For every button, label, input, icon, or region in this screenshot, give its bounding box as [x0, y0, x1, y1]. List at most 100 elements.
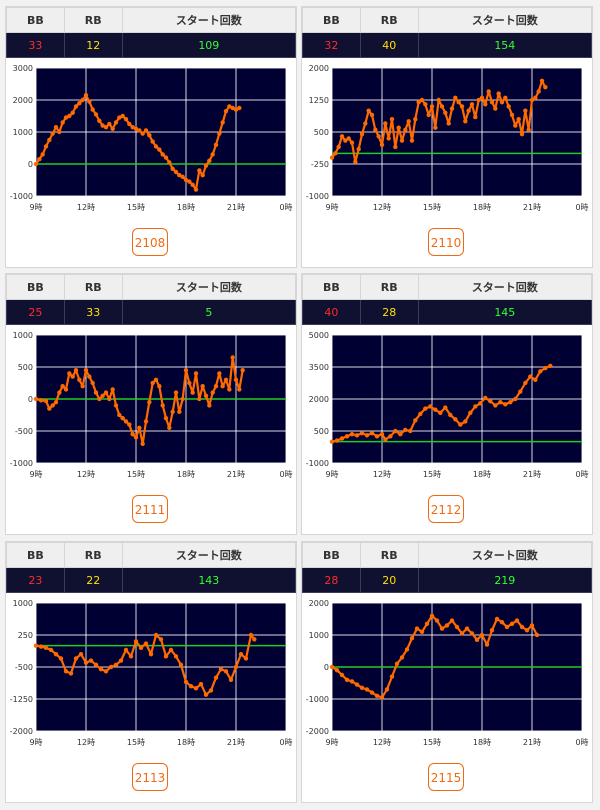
- data-point: [63, 387, 69, 392]
- data-point: [43, 645, 49, 650]
- data-point: [70, 110, 75, 115]
- machine-number-button[interactable]: 2115: [428, 763, 464, 791]
- data-point: [499, 620, 505, 625]
- data-point: [228, 677, 234, 682]
- x-tick-label: 0時: [279, 470, 292, 479]
- data-point: [128, 654, 134, 659]
- data-point: [137, 128, 142, 133]
- rb-count: 40: [359, 32, 419, 58]
- data-point: [533, 95, 538, 101]
- machine-number-button[interactable]: 2111: [132, 495, 168, 523]
- data-point: [449, 106, 455, 111]
- data-point: [233, 107, 239, 112]
- rb-header: RB: [63, 542, 123, 568]
- data-point: [376, 134, 381, 139]
- data-point: [187, 380, 192, 386]
- data-point: [160, 403, 165, 408]
- x-tick-label: 21時: [227, 738, 245, 747]
- x-tick-label: 12時: [77, 738, 95, 747]
- start-count-header: スタート回数: [417, 7, 593, 33]
- stats-table: BB RB スタート回数 32 40 154: [302, 7, 593, 58]
- data-point: [519, 131, 525, 137]
- data-point: [409, 138, 415, 143]
- data-point: [133, 435, 139, 440]
- data-point: [207, 403, 212, 408]
- data-point: [173, 390, 179, 395]
- data-point: [529, 623, 535, 628]
- data-point: [217, 131, 222, 136]
- machine-number-button[interactable]: 2108: [132, 228, 168, 256]
- y-tick-label: 1000: [13, 599, 33, 608]
- data-point: [103, 390, 109, 395]
- data-point: [173, 169, 179, 175]
- y-tick-label: -500: [15, 427, 33, 436]
- x-tick-label: 0時: [575, 470, 588, 479]
- data-point: [223, 669, 229, 674]
- data-point: [469, 631, 475, 636]
- data-point: [230, 105, 235, 111]
- data-point: [524, 628, 530, 633]
- start-count-header: スタート回数: [121, 7, 297, 33]
- data-point: [217, 371, 222, 376]
- x-tick-label: 12時: [373, 738, 391, 747]
- bb-header: BB: [6, 7, 65, 33]
- data-point: [419, 629, 425, 634]
- bb-count: 40: [302, 299, 361, 325]
- data-point: [127, 422, 132, 427]
- chart-svg: 2000 1000 0 -1000 -2000 9時 12時 15時 18時 21時 0時: [306, 599, 589, 747]
- x-tick-label: 0時: [575, 203, 588, 212]
- y-tick-label: -1000: [10, 459, 33, 468]
- x-tick-label: 21時: [523, 203, 541, 212]
- y-tick-label: 500: [314, 128, 329, 137]
- data-point: [57, 129, 62, 135]
- y-tick-label: -2000: [10, 727, 33, 736]
- y-tick-label: 3000: [13, 64, 33, 73]
- x-tick-label: 18時: [473, 470, 491, 479]
- chart-svg: 2000 1250 500 -250 -1000 9時 12時 15時 18時 21時 0時: [306, 64, 589, 212]
- data-point: [529, 97, 535, 103]
- machine-number-button[interactable]: 2110: [428, 228, 464, 256]
- data-point: [473, 114, 478, 120]
- stats-table: BB RB スタート回数 33 12 109: [6, 7, 297, 58]
- data-point: [448, 412, 453, 418]
- data-point: [157, 147, 162, 152]
- data-point: [158, 637, 164, 642]
- start-count-header: スタート回数: [417, 274, 593, 300]
- data-point: [353, 159, 358, 165]
- data-point: [366, 108, 371, 113]
- x-tick-label: 0時: [279, 738, 292, 747]
- data-point: [349, 679, 355, 684]
- machine-number-button[interactable]: 2113: [132, 763, 168, 791]
- data-point: [504, 624, 510, 630]
- data-point: [120, 416, 125, 421]
- data-point: [47, 406, 52, 411]
- bb-count: 33: [6, 32, 65, 58]
- data-point: [333, 151, 338, 156]
- data-point: [97, 118, 102, 123]
- x-tick-label: 18時: [177, 203, 195, 212]
- x-tick-label: 15時: [423, 470, 441, 479]
- data-point: [424, 621, 430, 626]
- data-point: [389, 674, 395, 679]
- y-tick-label: 1000: [13, 331, 33, 340]
- data-point: [58, 656, 64, 661]
- data-point: [190, 390, 195, 395]
- data-point: [110, 126, 115, 131]
- chart-svg: 5000 3500 2000 500 -1000 9時 12時 15時 18時 21時 0時: [306, 331, 589, 479]
- data-point: [203, 163, 209, 168]
- x-tick-label: 15時: [127, 203, 145, 212]
- machine-number-button[interactable]: 2112: [428, 495, 464, 523]
- data-point: [374, 693, 380, 698]
- rb-count: 33: [63, 299, 123, 325]
- data-point: [369, 430, 375, 436]
- data-point: [187, 179, 192, 184]
- data-point: [168, 647, 174, 653]
- data-point: [53, 400, 59, 405]
- data-point: [429, 104, 435, 109]
- data-point: [150, 380, 155, 386]
- machine-panel-2115: BB RB スタート回数 28 20 219 2000 1000 0 -1000 -2000 9時 12…: [301, 541, 593, 803]
- bb-header: BB: [302, 7, 361, 33]
- data-point: [393, 428, 398, 434]
- y-tick-label: 500: [314, 427, 329, 436]
- data-point: [509, 621, 515, 626]
